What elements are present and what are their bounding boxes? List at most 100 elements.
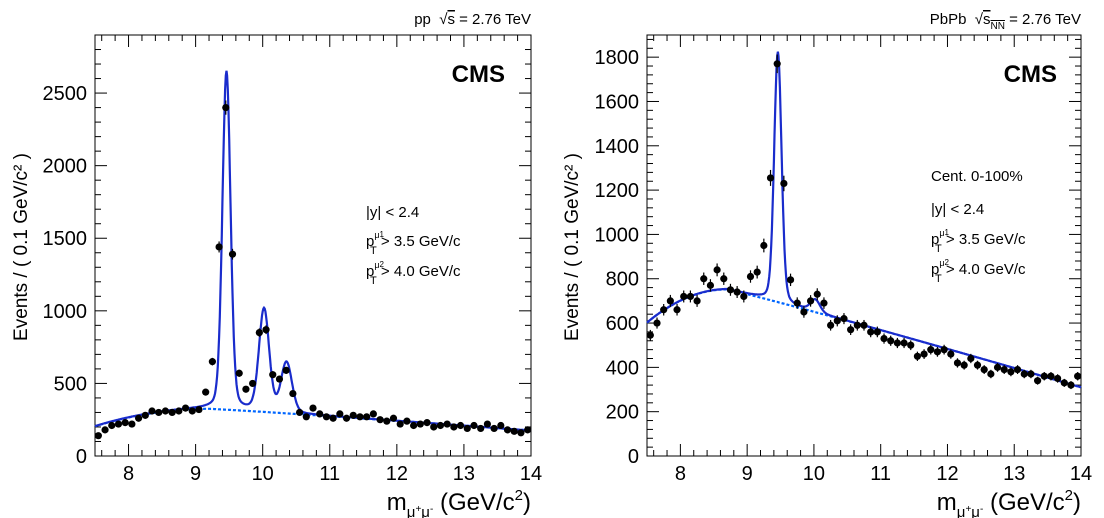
data-point (1027, 370, 1035, 378)
x-tick-label: 11 (870, 463, 891, 485)
data-point (1020, 370, 1028, 378)
data-point (342, 414, 351, 422)
data-point (766, 174, 775, 182)
data-point (302, 413, 310, 421)
data-point (195, 405, 203, 414)
y-tick-label: 1000 (43, 301, 88, 323)
data-point (389, 414, 398, 422)
data-point (249, 379, 257, 388)
data-point (940, 346, 948, 354)
data-point (860, 321, 868, 329)
data-point (993, 363, 1002, 371)
data-point (510, 427, 518, 435)
muon2-pt-cut: pμ2 T > 4.0 GeV/c (366, 260, 461, 287)
muon1-pt-cut: pμ1 T > 3.5 GeV/c (931, 228, 1026, 255)
data-point (1060, 379, 1068, 387)
y-tick-label: 600 (606, 313, 639, 335)
y-tick-label: 1800 (595, 47, 640, 69)
data-point (430, 423, 438, 431)
x-axis-title: mμ+μ- (GeV/c2) (387, 487, 531, 518)
data-point (686, 292, 695, 301)
y-tick-label: 800 (606, 269, 639, 291)
data-point (242, 385, 250, 393)
data-point (470, 421, 478, 430)
data-point (356, 413, 364, 421)
data-point (1000, 365, 1008, 374)
data-point (673, 306, 681, 314)
data-point (456, 421, 465, 430)
data-point (713, 266, 721, 274)
data-point (349, 411, 357, 419)
y-tick-label: 400 (606, 357, 639, 379)
data-point (920, 350, 928, 358)
data-point (793, 299, 801, 307)
data-point (840, 315, 848, 323)
data-point (660, 306, 668, 314)
data-point (376, 416, 384, 424)
data-point (423, 419, 431, 427)
data-point (967, 354, 975, 363)
data-point (733, 288, 741, 296)
data-point (1013, 365, 1022, 374)
data-point (947, 350, 955, 358)
y-tick-label: 0 (76, 446, 87, 468)
total-fit-curve (646, 51, 1082, 389)
data-point (369, 410, 377, 418)
data-point (746, 272, 755, 281)
data-point (907, 341, 915, 349)
data-point (161, 407, 170, 415)
data-point (1047, 372, 1055, 380)
data-point (309, 404, 317, 412)
data-point (262, 326, 270, 334)
x-tick-label: 9 (190, 463, 201, 485)
x-tick-label: 14 (520, 463, 542, 485)
data-point (1054, 374, 1062, 383)
data-point (960, 361, 968, 369)
data-point (1034, 377, 1042, 385)
data-point (1067, 381, 1075, 389)
y-tick-label: 2000 (43, 156, 88, 178)
data-point (383, 417, 391, 425)
data-point (760, 241, 768, 250)
data-point (114, 420, 123, 428)
rapidity-cut: |y| < 2.4 (366, 204, 419, 221)
data-point (800, 308, 808, 316)
x-tick-label: 8 (675, 463, 686, 485)
x-tick-label: 9 (742, 463, 753, 485)
data-point (953, 359, 962, 367)
x-tick-label: 12 (386, 463, 408, 485)
data-point (403, 417, 411, 425)
data-point (1040, 372, 1048, 380)
data-point (806, 297, 815, 305)
data-point (503, 426, 512, 434)
data-point (726, 286, 735, 294)
data-point (813, 290, 821, 298)
x-tick-label: 14 (1070, 463, 1092, 485)
data-point (497, 421, 505, 430)
data-point (155, 408, 163, 417)
data-point (827, 321, 835, 329)
y-tick-label: 1200 (595, 180, 640, 202)
data-point (121, 419, 129, 427)
data-point (450, 423, 458, 431)
y-axis-title: Events / ( 0.1 GeV/c² ) (562, 153, 583, 341)
data-point (873, 328, 881, 336)
x-tick-label: 8 (123, 463, 134, 485)
data-point (786, 276, 795, 284)
data-point (833, 317, 841, 325)
data-point (927, 346, 935, 354)
data-point (1007, 368, 1015, 376)
data-point (275, 375, 284, 383)
muon2-pt-cut: pμ2 T > 4.0 GeV/c (931, 258, 1026, 285)
data-point (222, 103, 230, 112)
pbpb-panel: PbPb √sNN = 2.76 TeV CMS Cent. 0-100% |y… (562, 11, 1092, 518)
data-point (893, 339, 901, 347)
pp-panel: pp √s = 2.76 TeV CMS |y| < 2.4 pμ1 T > 3.… (11, 11, 542, 518)
x-tick-label: 13 (453, 463, 475, 485)
data-point (646, 331, 654, 339)
y-tick-label: 0 (628, 446, 639, 468)
data-point (135, 414, 143, 422)
data-point (235, 369, 243, 377)
data-point (148, 407, 156, 415)
